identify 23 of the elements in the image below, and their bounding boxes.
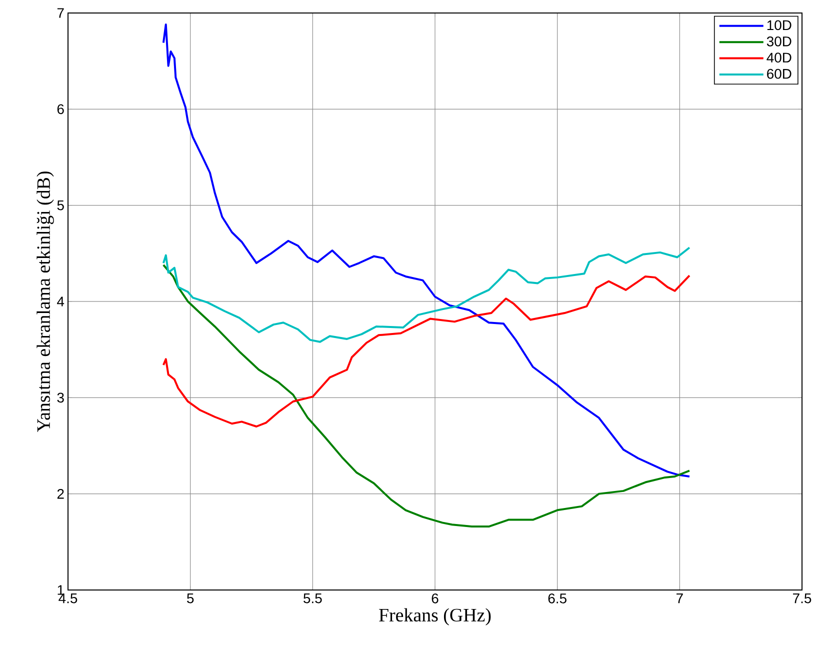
y-tick-label: 3 [57,392,64,403]
legend-label: 60D [767,68,792,79]
y-tick-label: 6 [57,104,64,114]
line-series [162,274,690,428]
line-series [162,24,690,478]
y-tick-label: 5 [57,200,64,210]
x-tick-label: 7 [676,594,683,604]
y-tick-label: 4 [57,296,64,306]
line-series [162,264,690,528]
y-tick-label: 2 [57,488,64,499]
x-tick-label: 7.5 [793,594,812,604]
y-tick-label: 7 [57,8,64,18]
y-axis-title: Yansıtma ekranlama etkinliği (dB) [36,172,54,432]
legend-label: 40D [766,52,792,63]
legend-label: 10D [767,20,792,30]
x-axis-title: Frekans (GHz) [379,608,491,626]
x-tick-label: 6 [432,593,438,604]
x-tick-label: 5.5 [304,594,322,604]
line-series [162,246,690,343]
legend-label: 30D [766,36,792,46]
x-tick-label: 6.5 [548,593,566,604]
x-tick-label: 4.5 [58,594,78,604]
x-tick-label: 5 [187,594,194,604]
